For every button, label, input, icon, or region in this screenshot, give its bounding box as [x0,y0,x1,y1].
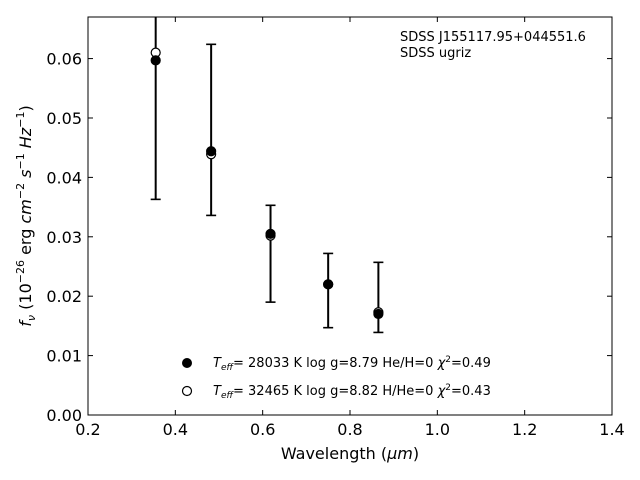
filled-model-point [373,308,384,320]
legend-entry-2: Teff= 32465 K log g=8.82 H/He=0 χ2=0.43 [213,383,491,401]
error-bars [150,17,384,334]
legend-marker-open [181,385,193,397]
y-tick-label: 0.03 [46,228,82,247]
legend: Teff= 28033 K log g=8.79 He/H=0 χ2=0.49 … [181,355,491,401]
x-tick-label: 1.4 [599,420,624,439]
axis-ticks: 0.2 0.4 0.6 0.8 1.0 1.2 1.4 0.00 0.01 0.02 0.03 0.0… [46,17,625,439]
filled-model-point [323,279,334,290]
y-tick-label: 0.04 [46,168,82,187]
filter-set-annotation: SDSS ugriz [400,46,471,61]
y-tick-label: 0.01 [46,347,82,366]
legend-entry-1: Teff= 28033 K log g=8.79 He/H=0 χ2=0.49 [213,355,491,373]
x-tick-label: 1.2 [512,420,537,439]
filled-model-point [265,228,276,239]
filled-model-point [150,55,161,66]
y-tick-label: 0.02 [46,287,82,306]
x-tick-label: 0.6 [250,420,275,439]
object-name-annotation: SDSS J155117.95+044551.6 [400,30,586,45]
legend-marker-filled [182,358,192,368]
x-axis-label: Wavelength (μm) [281,444,419,463]
filled-model-point [206,146,217,157]
y-tick-label: 0.06 [46,50,82,69]
data-points [150,47,384,320]
y-axis-label: fν (10−26 erg cm−2 s−1 Hz−1) [14,105,38,326]
y-tick-label: 0.00 [46,406,82,425]
x-tick-label: 0.4 [163,420,188,439]
x-tick-label: 0.8 [337,420,362,439]
plot-frame [87,16,613,416]
y-tick-label: 0.05 [46,109,82,128]
x-tick-label: 0.2 [75,420,100,439]
x-tick-label: 1.0 [425,420,450,439]
